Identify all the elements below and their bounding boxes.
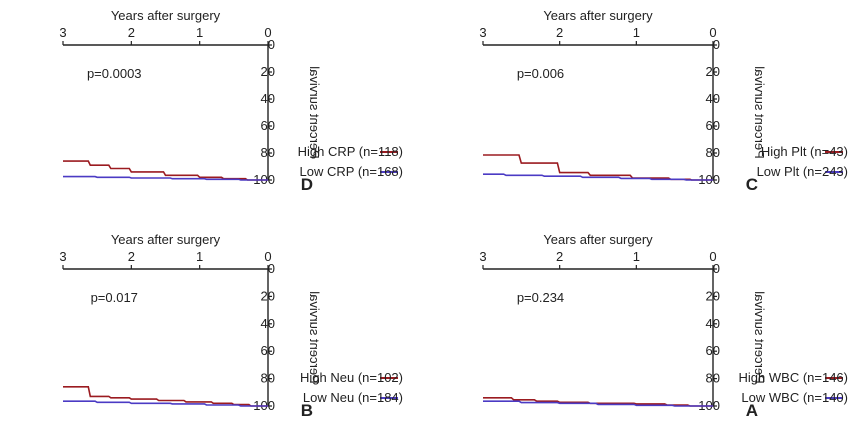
series-line-low bbox=[63, 400, 268, 407]
y-tick-label: 60 bbox=[261, 118, 275, 133]
panel-letter: A bbox=[746, 401, 758, 420]
series-line-low bbox=[63, 175, 268, 181]
legend-label-low: Low CRP (n=168) bbox=[300, 164, 403, 179]
panel-letter: D bbox=[301, 175, 313, 194]
x-tick-label: 1 bbox=[633, 249, 640, 264]
p-value-annotation: p=0.0003 bbox=[87, 66, 142, 81]
x-tick-label: 3 bbox=[59, 25, 66, 40]
panel-letter: B bbox=[301, 401, 313, 420]
x-tick-label: 0 bbox=[264, 25, 271, 40]
x-tick-label: 3 bbox=[479, 249, 486, 264]
legend-label-high: High Plt (n=43) bbox=[761, 144, 848, 159]
series-line-low bbox=[483, 400, 713, 407]
y-axis-title: Percent survival bbox=[752, 66, 767, 159]
x-tick-label: 2 bbox=[128, 25, 135, 40]
y-tick-label: 60 bbox=[706, 343, 720, 358]
legend-label-low: Low Plt (n=243) bbox=[757, 164, 848, 179]
y-tick-label: 80 bbox=[261, 145, 275, 160]
y-axis-title: Percent survival bbox=[307, 66, 322, 159]
y-tick-label: 40 bbox=[706, 316, 720, 331]
series-line-low bbox=[483, 173, 713, 181]
legend-label-low: Low WBC (n=140) bbox=[741, 390, 848, 405]
y-tick-label: 0 bbox=[268, 37, 275, 52]
y-tick-label: 0 bbox=[713, 261, 720, 276]
legend-label-high: High Neu (n=102) bbox=[300, 370, 403, 385]
p-value-annotation: p=0.006 bbox=[517, 66, 564, 81]
x-tick-label: 2 bbox=[556, 249, 563, 264]
x-tick-label: 1 bbox=[633, 25, 640, 40]
series-line-high bbox=[483, 154, 713, 181]
x-tick-label: 0 bbox=[264, 249, 271, 264]
panel-letter: C bbox=[746, 175, 758, 194]
x-tick-label: 3 bbox=[59, 249, 66, 264]
x-axis-title: Years after surgery bbox=[111, 8, 221, 23]
x-tick-label: 1 bbox=[196, 25, 203, 40]
y-tick-label: 20 bbox=[261, 288, 275, 303]
y-tick-label: 20 bbox=[706, 64, 720, 79]
x-axis-title: Years after surgery bbox=[543, 232, 653, 247]
y-tick-label: 80 bbox=[706, 145, 720, 160]
y-tick-label: 0 bbox=[268, 261, 275, 276]
x-tick-label: 0 bbox=[709, 25, 716, 40]
p-value-annotation: p=0.234 bbox=[517, 290, 564, 305]
x-tick-label: 2 bbox=[128, 249, 135, 264]
y-tick-label: 40 bbox=[261, 316, 275, 331]
y-tick-label: 80 bbox=[706, 371, 720, 386]
y-tick-label: 40 bbox=[706, 91, 720, 106]
x-tick-label: 0 bbox=[709, 249, 716, 264]
y-tick-label: 0 bbox=[713, 37, 720, 52]
legend-label-high: High WBC (n=146) bbox=[739, 370, 848, 385]
y-axis-title: Percent survival bbox=[307, 291, 322, 384]
y-axis-title: Percent survival bbox=[752, 291, 767, 384]
y-tick-label: 60 bbox=[261, 343, 275, 358]
legend-label-high: High CRP (n=118) bbox=[298, 144, 403, 159]
x-tick-label: 3 bbox=[479, 25, 486, 40]
legend-label-low: Low Neu (n=184) bbox=[303, 390, 403, 405]
y-tick-label: 20 bbox=[261, 64, 275, 79]
x-axis-title: Years after surgery bbox=[543, 8, 653, 23]
x-tick-label: 1 bbox=[196, 249, 203, 264]
x-tick-label: 2 bbox=[556, 25, 563, 40]
y-tick-label: 60 bbox=[706, 118, 720, 133]
y-tick-label: 80 bbox=[261, 371, 275, 386]
x-axis-title: Years after surgery bbox=[111, 232, 221, 247]
y-tick-label: 20 bbox=[706, 288, 720, 303]
y-tick-label: 40 bbox=[261, 91, 275, 106]
p-value-annotation: p=0.017 bbox=[91, 290, 138, 305]
